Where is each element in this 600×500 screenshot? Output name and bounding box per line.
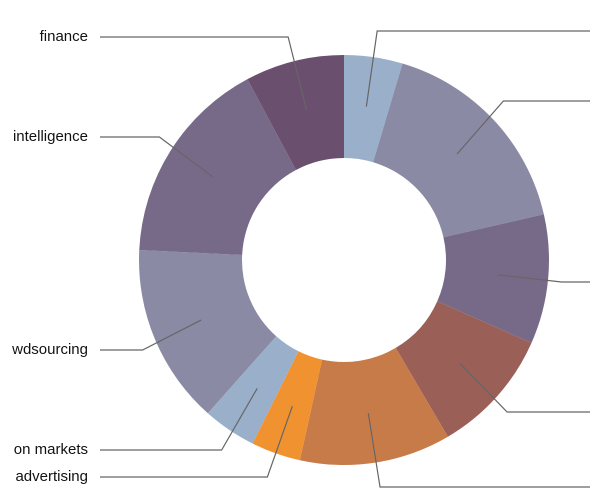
leader-line (100, 405, 293, 478)
slice (299, 347, 448, 465)
slice (437, 214, 550, 343)
slice-label: on markets (14, 441, 88, 458)
leader-line (365, 30, 590, 107)
slice (139, 250, 277, 414)
slice (207, 336, 299, 444)
leader-line (100, 36, 307, 110)
leader-line (100, 136, 214, 178)
leader-line (459, 362, 590, 413)
leader-line (100, 319, 202, 351)
slice-label: finance (40, 28, 88, 45)
leader-line (498, 274, 590, 283)
slice-label: wdsourcing (11, 341, 88, 358)
slice (373, 63, 544, 238)
slice-label: advertising (15, 468, 88, 485)
slice-label: intelligence (13, 128, 88, 145)
slice (247, 55, 344, 171)
leader-line (100, 388, 258, 451)
slice (344, 55, 403, 163)
leader-line (367, 412, 590, 488)
leader-line (456, 100, 590, 155)
slice (252, 351, 323, 461)
slice (139, 79, 296, 256)
slice (395, 301, 532, 437)
